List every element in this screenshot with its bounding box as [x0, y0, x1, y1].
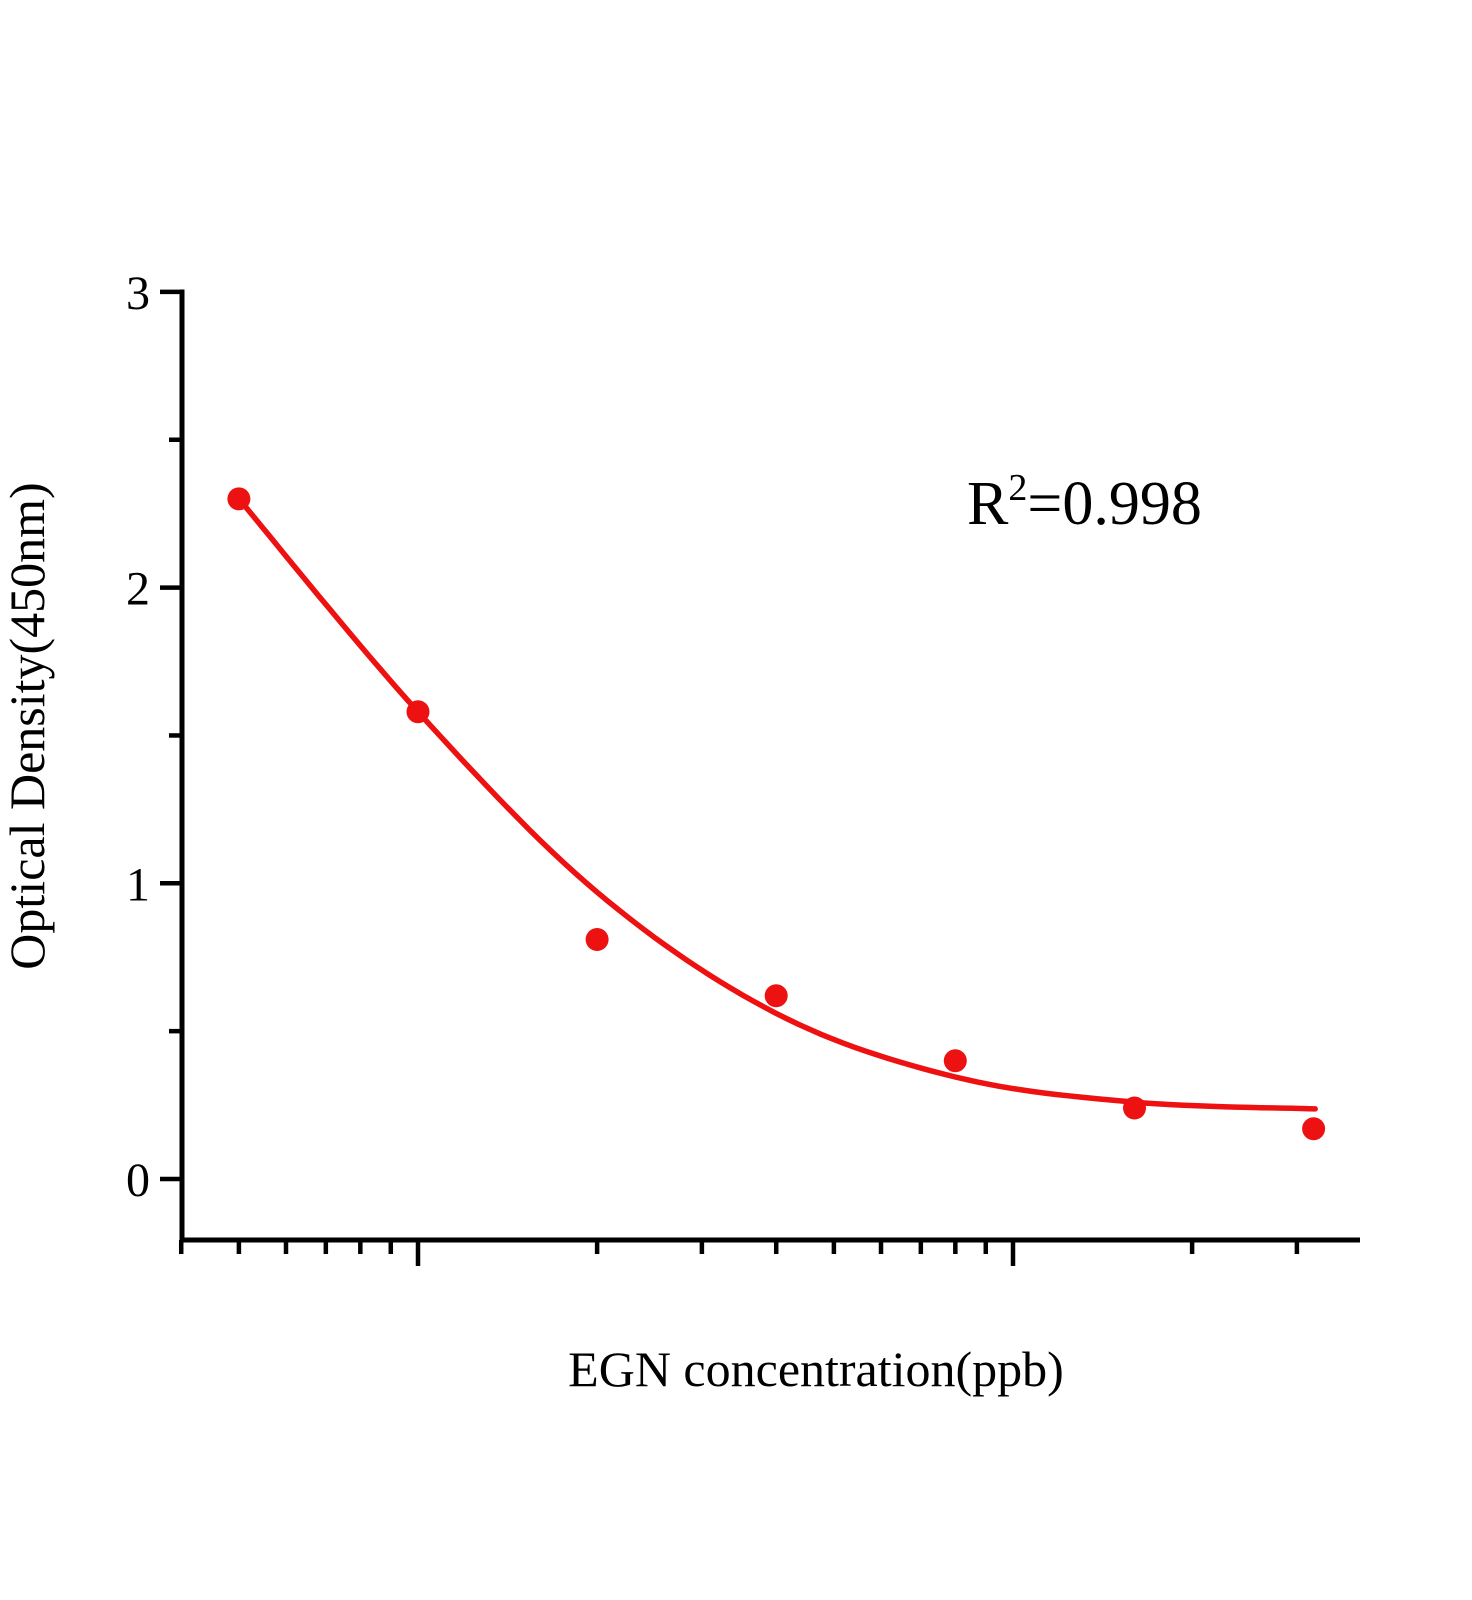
y-tick-label: 3	[126, 267, 150, 320]
fit-curve-group	[236, 496, 1318, 1112]
r-squared-annotation: R2=0.998	[967, 467, 1202, 538]
data-point	[1302, 1117, 1326, 1141]
r-squared-base: R	[967, 470, 1009, 538]
r-squared-value: =0.998	[1027, 470, 1201, 538]
r-squared-superscript: 2	[1008, 467, 1027, 509]
axes-group	[179, 289, 1360, 1243]
data-points-group	[227, 487, 1326, 1141]
y-tick-label: 1	[126, 858, 150, 911]
data-point	[1123, 1096, 1146, 1120]
fit-curve	[236, 496, 1318, 1112]
data-point	[585, 928, 609, 951]
x-tick-group	[178, 1240, 1300, 1266]
data-point	[764, 984, 788, 1008]
axis-lines	[179, 289, 1360, 1243]
y-tick-label: 2	[126, 563, 150, 616]
data-point	[406, 700, 430, 724]
y-axis-title: Optical Density(450nm)	[0, 482, 55, 969]
y-tick-label: 0	[126, 1154, 150, 1207]
data-point	[227, 487, 251, 511]
y-tick-group: 3 2 1 0	[126, 267, 182, 1207]
data-point	[943, 1049, 967, 1073]
x-axis-title: EGN concentration(ppb)	[568, 1341, 1064, 1397]
